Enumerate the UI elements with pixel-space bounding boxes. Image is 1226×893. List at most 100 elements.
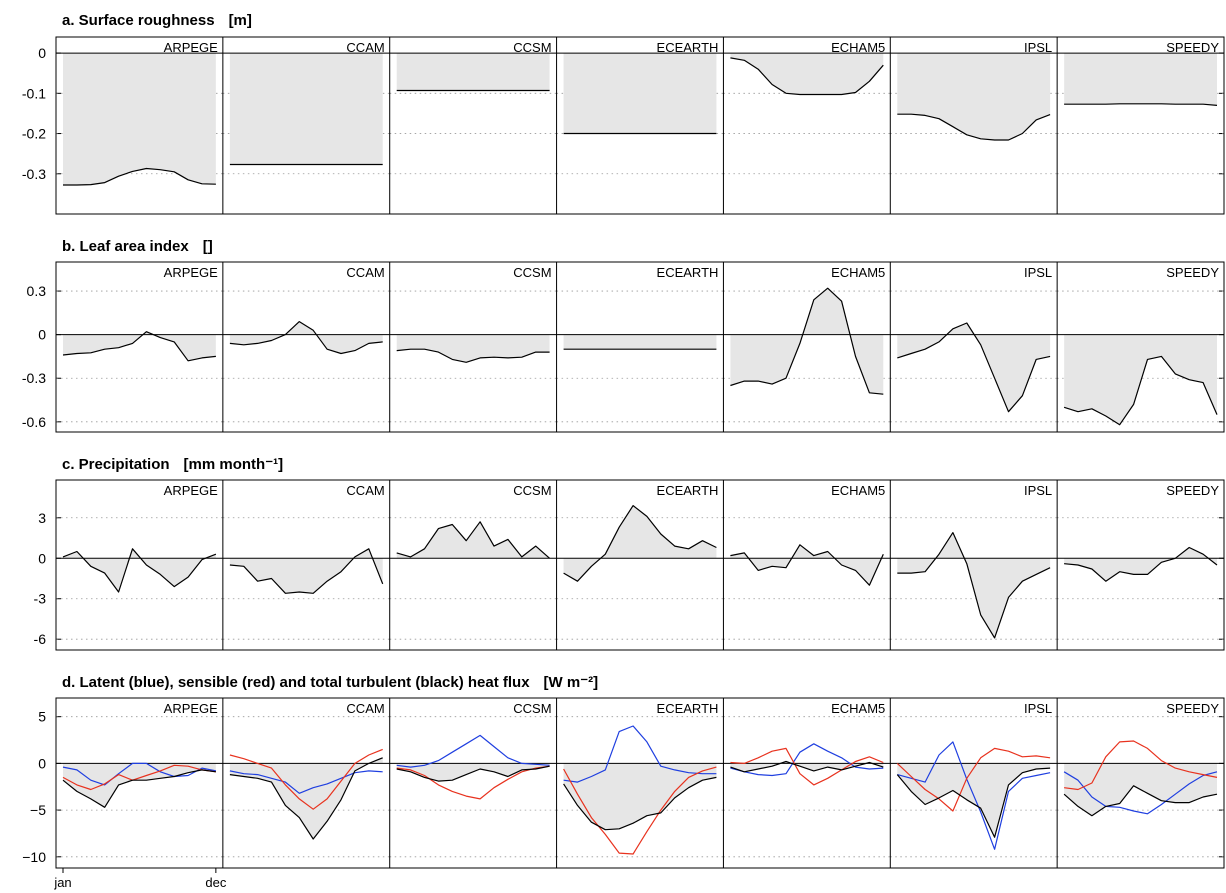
area-fill: [396, 763, 550, 782]
data-line: [62, 331, 216, 362]
subplot-ccam: CCAM: [222, 480, 390, 650]
latent-line: [897, 741, 1051, 850]
subplot-ecearth: ECEARTH: [556, 262, 724, 432]
y-tick-label: 3: [38, 510, 46, 526]
x-tick-label: jan: [53, 875, 71, 890]
model-label: ARPEGE: [164, 265, 219, 280]
subplot-arpege: ARPEGE: [56, 40, 223, 186]
subplot-echam5: ECHAM5: [722, 37, 891, 214]
area-fill: [396, 521, 550, 559]
model-label: ECEARTH: [657, 40, 719, 55]
area-fill: [229, 321, 383, 354]
sensible-line: [1064, 740, 1218, 791]
y-tick-label: −5: [30, 802, 46, 818]
area-fill: [396, 334, 550, 363]
total-line: [896, 767, 1051, 838]
panel-units: []: [203, 238, 213, 255]
panel-b: b. Leaf area index [] 0.3 0 -0.3 -0.6 ARPEGE CC…: [22, 238, 1225, 433]
area-fill: [730, 288, 884, 395]
subplot-ipsl: IPSL: [889, 262, 1058, 432]
area-fill: [1064, 763, 1217, 816]
subplot-ipsl: IPSL: [889, 480, 1058, 650]
data-line: [1063, 355, 1218, 426]
subplot-ipsl: IPSL: [889, 37, 1058, 214]
total-line: [563, 776, 717, 831]
latent-line: [1063, 771, 1218, 815]
total-line: [730, 760, 884, 773]
latent-line: [62, 762, 217, 786]
y-tick-label: -6: [34, 631, 47, 647]
panel-d: d. Latent (blue), sensible (red) and tot…: [22, 674, 1225, 869]
subplot-ccam: CCAM: [222, 37, 390, 214]
area-fill: [897, 53, 1051, 140]
model-label: IPSL: [1024, 483, 1052, 498]
subplot-arpege: ARPEGE: [56, 265, 223, 423]
data-line: [897, 531, 1051, 639]
area-fill: [563, 53, 717, 134]
panel-units: [W m⁻²]: [544, 674, 599, 691]
area-fill: [563, 505, 717, 582]
panel-title: c. Precipitation [mm month⁻¹]: [62, 456, 283, 473]
latent-line: [563, 725, 717, 783]
area-fill: [63, 548, 216, 592]
y-tick-label: 0: [38, 550, 46, 566]
subplot-ccsm: CCSM: [389, 37, 557, 214]
model-label: CCAM: [346, 265, 384, 280]
subplot-arpege: ARPEGE: [56, 701, 223, 858]
area-fill: [1064, 53, 1217, 106]
subplot-echam5: ECHAM5: [722, 698, 891, 868]
area-fill: [897, 763, 1051, 838]
model-label: SPEEDY: [1166, 265, 1219, 280]
model-label: ECHAM5: [831, 701, 885, 716]
data-line: [730, 544, 884, 586]
data-line: [229, 321, 383, 355]
y-tick-label: -0.3: [22, 370, 46, 386]
model-label: ARPEGE: [164, 40, 219, 55]
model-label: ECEARTH: [657, 483, 719, 498]
model-label: ECHAM5: [831, 40, 885, 55]
area-fill: [1064, 547, 1217, 582]
model-label: SPEEDY: [1166, 483, 1219, 498]
model-label: SPEEDY: [1166, 40, 1219, 55]
model-label: ECEARTH: [657, 265, 719, 280]
y-tick-label: -0.6: [22, 414, 46, 430]
subplot-ipsl: IPSL: [889, 698, 1058, 868]
data-line: [730, 57, 884, 96]
sensible-line: [563, 766, 717, 855]
total-line: [62, 769, 216, 808]
data-line: [897, 113, 1051, 141]
area-fill: [63, 763, 216, 808]
panel-frame: [55, 36, 1225, 215]
data-line: [229, 548, 384, 594]
model-label: ECEARTH: [657, 701, 719, 716]
data-line: [1064, 103, 1218, 106]
model-label: CCSM: [513, 483, 551, 498]
model-label: CCSM: [513, 40, 551, 55]
y-tick-label: 0.3: [27, 283, 47, 299]
area-fill: [229, 548, 383, 594]
subplot-speedy: SPEEDY: [1056, 698, 1224, 868]
y-tick-label: -0.2: [22, 126, 46, 142]
model-label: ARPEGE: [164, 701, 219, 716]
subplot-ccsm: CCSM: [389, 262, 557, 432]
area-fill: [63, 53, 216, 186]
panel-units: [mm month⁻¹]: [184, 456, 284, 473]
area-fill: [229, 53, 383, 165]
panel-c: c. Precipitation [mm month⁻¹] 3 0 -3 -6 ARPEGE…: [34, 456, 1225, 651]
sensible-line: [896, 747, 1051, 812]
subplot-speedy: SPEEDY: [1056, 480, 1224, 650]
area-fill: [730, 761, 884, 772]
model-label: IPSL: [1024, 701, 1052, 716]
y-tick-label: 0: [38, 755, 46, 771]
data-line: [1064, 546, 1218, 582]
total-line: [396, 765, 550, 782]
y-tick-label: 0: [38, 45, 46, 61]
model-label: IPSL: [1024, 40, 1052, 55]
panel-a: a. Surface roughness [m] 0 -0.1 -0.2 -0.3 ARPE…: [22, 12, 1225, 215]
model-label: CCSM: [513, 265, 551, 280]
subplot-ecearth: ECEARTH: [556, 480, 724, 650]
model-label: ARPEGE: [164, 483, 219, 498]
y-tick-label: 0: [38, 327, 46, 343]
subplot-speedy: SPEEDY: [1056, 37, 1224, 214]
